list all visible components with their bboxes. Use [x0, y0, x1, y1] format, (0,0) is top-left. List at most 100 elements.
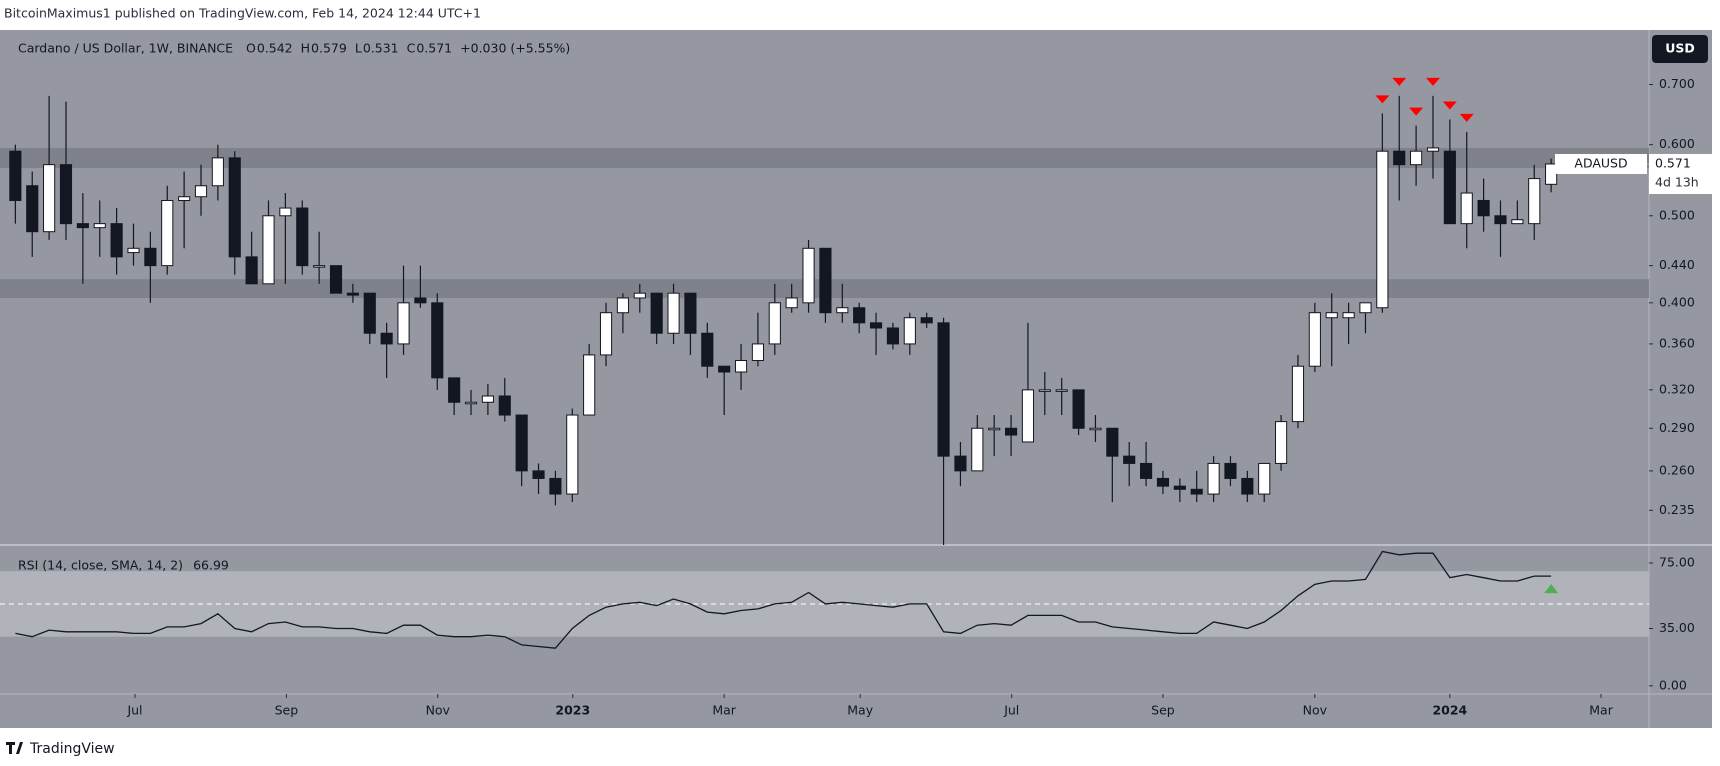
- y-tick-label: 0.290: [1659, 420, 1695, 435]
- ohlc-value: 0.571: [416, 41, 452, 56]
- y-tick-label: 0.260: [1659, 462, 1695, 477]
- currency[interactable]: USD: [1665, 41, 1695, 56]
- candle-body: [971, 427, 984, 472]
- candle-body: [583, 354, 596, 416]
- candle-body: [1342, 312, 1355, 319]
- y-tick-label: 0.320: [1659, 381, 1695, 396]
- candle-body: [1308, 312, 1321, 367]
- ohlc-label: C: [407, 41, 416, 56]
- candle-body: [836, 307, 849, 314]
- candle-body: [431, 302, 444, 379]
- x-tick-label: May: [847, 703, 873, 718]
- candle-body: [1241, 477, 1254, 495]
- candle-body: [464, 401, 478, 405]
- x-tick-label: Nov: [426, 703, 451, 718]
- candle-body: [59, 164, 73, 225]
- candle-body: [718, 365, 731, 373]
- candle-body: [1545, 163, 1558, 185]
- ohlc-label: O: [246, 41, 256, 56]
- y-tick-label: 0.500: [1659, 207, 1695, 222]
- candle-body: [1511, 219, 1524, 225]
- y-tick-label: 0.400: [1659, 294, 1695, 309]
- candle-body: [43, 164, 56, 233]
- candle-body: [110, 223, 123, 258]
- candle-body: [93, 223, 106, 229]
- chart-title: Cardano / US Dollar, 1W, BINANCE: [18, 41, 233, 56]
- candle-body: [127, 247, 140, 254]
- candle-body: [1123, 455, 1136, 464]
- candle-body: [144, 247, 157, 267]
- symbol-badge: [1555, 153, 1647, 174]
- bar-countdown: 4d 13h: [1655, 174, 1699, 189]
- candle-body: [616, 297, 629, 314]
- y-tick-label: 0.440: [1659, 257, 1695, 272]
- candle-body: [785, 297, 798, 309]
- candle-body: [1494, 215, 1507, 225]
- ohlc-value: 0.531: [363, 41, 399, 56]
- candle-body: [1460, 192, 1473, 225]
- x-tick-label: Mar: [712, 703, 736, 718]
- candle-body: [346, 292, 359, 296]
- bearish-signal: [1442, 101, 1457, 110]
- candle-body: [481, 395, 494, 403]
- candle-body: [1393, 150, 1406, 166]
- bearish-signal: [1425, 77, 1440, 86]
- candle-body: [228, 157, 241, 258]
- candle-body: [1275, 421, 1288, 464]
- x-tick-label: 2024: [1432, 703, 1467, 718]
- x-tick-label: Sep: [275, 703, 299, 718]
- candle-body: [650, 292, 663, 334]
- rsi-y-tick-label: 35.00: [1659, 620, 1695, 635]
- candle-body: [414, 297, 427, 304]
- last-price: 0.571: [1655, 155, 1691, 170]
- candle-body: [1291, 365, 1305, 423]
- x-tick-label: 2023: [555, 703, 590, 718]
- candle-body: [701, 332, 714, 367]
- price-badge: [1649, 153, 1712, 194]
- candle-body: [549, 477, 562, 495]
- x-tick-label: Jul: [126, 703, 142, 718]
- candle-body: [853, 307, 866, 324]
- candle-body: [1376, 150, 1389, 309]
- candle-body: [1021, 389, 1035, 443]
- bearish-signal: [1409, 107, 1424, 116]
- rsi-y-tick-label: 0.00: [1659, 677, 1687, 692]
- candle-body: [768, 302, 781, 345]
- candle-body: [1477, 199, 1490, 217]
- candle-body: [1190, 488, 1203, 495]
- x-tick-label: Sep: [1151, 703, 1175, 718]
- publisher-line: BitcoinMaximus1 published on TradingView…: [4, 6, 481, 21]
- candle-body: [920, 317, 933, 324]
- candle-body: [245, 256, 258, 285]
- candle-body: [26, 185, 39, 233]
- candle-body: [329, 265, 343, 294]
- candle-body: [1443, 150, 1456, 225]
- candle-body: [9, 150, 22, 201]
- candle-body: [397, 302, 410, 345]
- rsi-value: 66.99: [193, 558, 229, 573]
- candle-body: [1156, 477, 1170, 487]
- ohlc-value: 0.542: [257, 41, 293, 56]
- candle-body: [76, 223, 89, 229]
- y-tick-label: 0.235: [1659, 502, 1695, 517]
- candle-body: [819, 247, 832, 314]
- candle-body: [937, 322, 950, 457]
- ohlc-label: H: [301, 41, 310, 56]
- y-tick-label: 0.360: [1659, 335, 1695, 350]
- symbol-label: ADAUSD: [1574, 155, 1627, 170]
- bearish-signal: [1375, 95, 1390, 104]
- candle-body: [498, 395, 511, 416]
- candle-body: [599, 312, 613, 356]
- y-tick-label: 0.600: [1659, 136, 1695, 151]
- mark-layer: 0.700 0.600 0.500 0.440 0.400 0.360 0.320 0.290…: [9, 76, 1712, 718]
- candle-body: [1359, 302, 1372, 314]
- currency-badge[interactable]: [1652, 35, 1708, 63]
- candle-body: [313, 265, 326, 268]
- candle-body: [954, 455, 967, 472]
- x-tick-label: Jul: [1003, 703, 1019, 718]
- candle-body: [1055, 389, 1068, 392]
- candle-body: [262, 215, 275, 285]
- x-tick-label: Nov: [1303, 703, 1328, 718]
